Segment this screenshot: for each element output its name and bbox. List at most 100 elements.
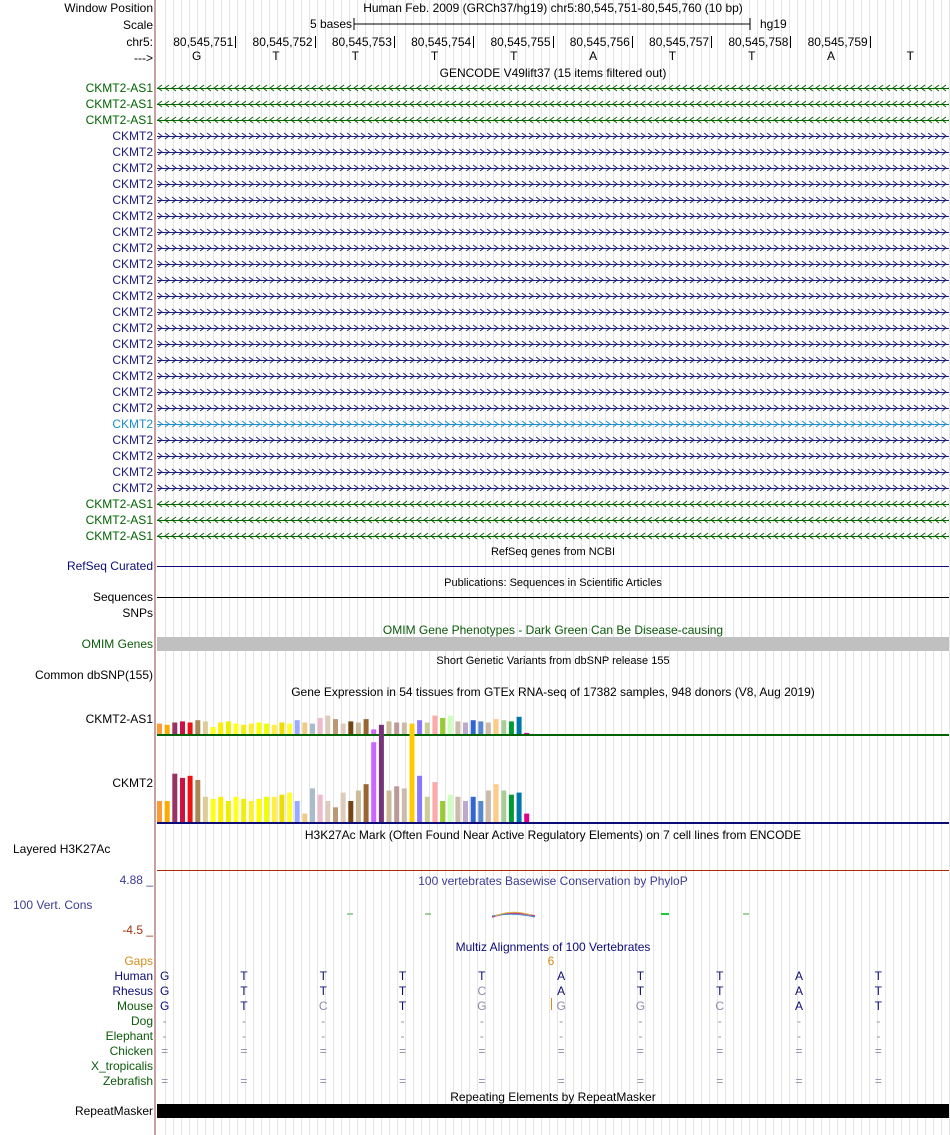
gencode-feature[interactable] bbox=[157, 290, 949, 302]
gtex-bar[interactable] bbox=[157, 723, 162, 734]
gtex-bar[interactable] bbox=[363, 719, 369, 734]
gtex-bar[interactable] bbox=[241, 724, 247, 734]
gtex-bar[interactable] bbox=[478, 801, 484, 822]
gtex-bar[interactable] bbox=[355, 722, 361, 735]
gtex-bar[interactable] bbox=[524, 732, 530, 734]
gtex-chart[interactable] bbox=[157, 700, 949, 826]
gencode-feature[interactable] bbox=[157, 114, 949, 126]
gtex-bar[interactable] bbox=[180, 777, 185, 822]
gencode-feature[interactable] bbox=[157, 274, 949, 286]
gencode-feature[interactable] bbox=[157, 82, 949, 94]
gtex-bar[interactable] bbox=[417, 775, 423, 822]
gencode-feature[interactable] bbox=[157, 162, 949, 174]
gtex-bar[interactable] bbox=[478, 721, 484, 734]
gtex-bar[interactable] bbox=[447, 715, 453, 734]
gtex-bar[interactable] bbox=[378, 724, 384, 734]
gtex-bar[interactable] bbox=[218, 796, 224, 822]
gtex-bar[interactable] bbox=[256, 798, 262, 822]
gtex-bar[interactable] bbox=[333, 807, 338, 822]
gtex-bar[interactable] bbox=[294, 720, 300, 734]
gencode-gene-label[interactable]: CKMT2 bbox=[112, 481, 153, 495]
gtex-bar[interactable] bbox=[264, 723, 270, 734]
left-label-divider[interactable] bbox=[154, 0, 156, 1135]
gtex-bar[interactable] bbox=[485, 790, 491, 823]
gtex-bar[interactable] bbox=[363, 784, 369, 822]
gtex-bar[interactable] bbox=[195, 720, 201, 734]
gencode-gene-label[interactable]: CKMT2 bbox=[112, 289, 153, 303]
gtex-bar[interactable] bbox=[271, 724, 277, 734]
gtex-bar[interactable] bbox=[317, 794, 323, 822]
gtex-bar[interactable] bbox=[241, 798, 247, 822]
gtex-bar[interactable] bbox=[424, 722, 430, 735]
gtex-bar[interactable] bbox=[470, 796, 476, 822]
gencode-feature[interactable] bbox=[157, 514, 949, 526]
gtex-bar[interactable] bbox=[470, 720, 476, 734]
gtex-bar[interactable] bbox=[294, 801, 300, 822]
gencode-feature[interactable] bbox=[157, 530, 949, 542]
gtex-bar[interactable] bbox=[493, 784, 499, 822]
gtex-bar[interactable] bbox=[317, 717, 323, 734]
gencode-feature[interactable] bbox=[157, 482, 949, 494]
gtex-bar[interactable] bbox=[279, 794, 285, 822]
gencode-gene-label[interactable]: CKMT2 bbox=[112, 465, 153, 479]
gencode-gene-label[interactable]: CKMT2 bbox=[112, 209, 153, 223]
gencode-feature[interactable] bbox=[157, 418, 949, 430]
gtex-bar[interactable] bbox=[516, 716, 522, 735]
gencode-gene-label[interactable]: CKMT2 bbox=[112, 177, 153, 191]
gtex-gene-label[interactable]: CKMT2 bbox=[112, 776, 153, 790]
multiz-species-label[interactable]: Dog bbox=[130, 1014, 153, 1028]
dbsnp-label[interactable]: Common dbSNP(155) bbox=[34, 668, 153, 682]
gtex-bar[interactable] bbox=[164, 724, 170, 734]
gencode-gene-label[interactable]: CKMT2 bbox=[112, 305, 153, 319]
phylop-label[interactable]: 100 Vert. Cons bbox=[13, 898, 93, 912]
gtex-bar[interactable] bbox=[417, 720, 423, 734]
gtex-bar[interactable] bbox=[401, 722, 407, 735]
h3k27ac-label[interactable]: Layered H3K27Ac bbox=[13, 842, 111, 856]
multiz-species-label[interactable]: Chicken bbox=[109, 1044, 153, 1058]
gencode-gene-label[interactable]: CKMT2 bbox=[112, 401, 153, 415]
gencode-feature[interactable] bbox=[157, 178, 949, 190]
gtex-bar[interactable] bbox=[233, 796, 239, 822]
gencode-gene-label[interactable]: CKMT2-AS1 bbox=[85, 497, 153, 511]
gencode-gene-label[interactable]: CKMT2 bbox=[112, 385, 153, 399]
gtex-bar[interactable] bbox=[432, 782, 438, 822]
gtex-bar[interactable] bbox=[210, 727, 216, 734]
gtex-bar[interactable] bbox=[157, 801, 162, 822]
multiz-species-label[interactable]: Human bbox=[114, 969, 153, 983]
gtex-bar[interactable] bbox=[455, 721, 461, 734]
omim-feature[interactable] bbox=[157, 637, 949, 651]
gtex-bar[interactable] bbox=[401, 788, 407, 822]
gencode-gene-label[interactable]: CKMT2 bbox=[112, 369, 153, 383]
gtex-bar[interactable] bbox=[302, 813, 308, 822]
gtex-bar[interactable] bbox=[455, 796, 461, 822]
gtex-bar[interactable] bbox=[493, 719, 499, 734]
multiz-species-label[interactable]: X_tropicalis bbox=[90, 1059, 153, 1073]
gtex-bar[interactable] bbox=[195, 780, 201, 822]
gtex-bar[interactable] bbox=[463, 801, 468, 822]
refseq-label[interactable]: RefSeq Curated bbox=[66, 559, 153, 573]
gtex-bar[interactable] bbox=[371, 742, 377, 822]
gencode-feature[interactable] bbox=[157, 242, 949, 254]
gencode-feature[interactable] bbox=[157, 226, 949, 238]
gtex-bar[interactable] bbox=[440, 717, 446, 734]
gtex-bar[interactable] bbox=[508, 794, 514, 822]
gencode-feature[interactable] bbox=[157, 386, 949, 398]
gtex-bar[interactable] bbox=[180, 721, 185, 734]
phylop-plot[interactable] bbox=[157, 906, 949, 926]
gencode-gene-label[interactable]: CKMT2 bbox=[112, 225, 153, 239]
gtex-bar[interactable] bbox=[256, 722, 262, 735]
gtex-bar[interactable] bbox=[325, 715, 331, 734]
gencode-gene-label[interactable]: CKMT2-AS1 bbox=[85, 113, 153, 127]
gtex-bar[interactable] bbox=[386, 790, 392, 823]
gencode-feature[interactable] bbox=[157, 210, 949, 222]
gencode-gene-label[interactable]: CKMT2 bbox=[112, 257, 153, 271]
gencode-feature[interactable] bbox=[157, 194, 949, 206]
gtex-bar[interactable] bbox=[287, 792, 293, 822]
gencode-gene-label[interactable]: CKMT2-AS1 bbox=[85, 81, 153, 95]
multiz-species-label[interactable]: Elephant bbox=[105, 1029, 153, 1043]
gencode-gene-label[interactable]: CKMT2-AS1 bbox=[85, 529, 153, 543]
gtex-bar[interactable] bbox=[424, 796, 430, 822]
gencode-feature[interactable] bbox=[157, 98, 949, 110]
gtex-bar[interactable] bbox=[371, 729, 377, 734]
